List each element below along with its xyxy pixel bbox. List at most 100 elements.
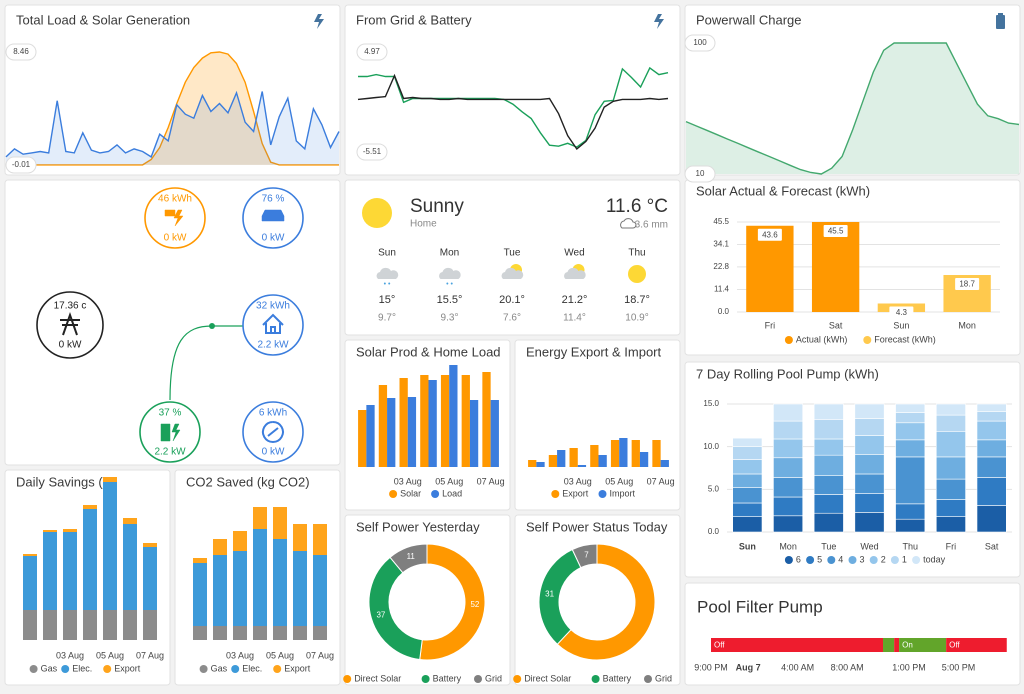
bar xyxy=(528,460,537,467)
forecast-day: Sun xyxy=(378,248,396,259)
bar xyxy=(23,556,37,610)
bar xyxy=(143,547,157,610)
cloud-icon xyxy=(376,267,399,279)
forecast-high: 18.7° xyxy=(624,294,650,306)
bar xyxy=(293,551,307,626)
x-tick-label: 5:00 PM xyxy=(942,662,976,672)
bar xyxy=(420,375,429,467)
bar xyxy=(895,518,926,533)
y-tick-label: -5.51 xyxy=(363,147,382,156)
x-tick-label: Mon xyxy=(779,541,797,551)
bar xyxy=(854,435,885,455)
bar xyxy=(293,524,307,551)
bar xyxy=(313,555,327,626)
bar xyxy=(233,626,247,640)
legend-swatch xyxy=(474,675,482,683)
bar xyxy=(732,437,763,447)
legend-swatch xyxy=(591,675,600,683)
battery-icon xyxy=(998,13,1003,16)
tick-pill xyxy=(356,43,388,61)
bar xyxy=(935,499,966,517)
bar xyxy=(895,503,926,520)
flow-node-top: 32 kWh xyxy=(256,301,290,312)
legend-label: Elec. xyxy=(242,663,262,673)
bar xyxy=(482,372,491,467)
legend-label: Battery xyxy=(433,673,462,683)
value-label-box xyxy=(889,306,914,319)
card-title: Self Power Status Today xyxy=(526,519,668,534)
bar xyxy=(548,455,558,467)
card xyxy=(514,339,681,511)
card-title: 7 Day Rolling Pool Pump (kWh) xyxy=(696,366,879,381)
bar xyxy=(213,555,227,626)
value-label: 4.3 xyxy=(896,308,908,317)
flow-node-power: 0 kW xyxy=(59,340,82,351)
weather-location: Home xyxy=(410,219,437,230)
legend-swatch xyxy=(513,675,522,683)
x-tick-label: 07 Aug xyxy=(647,476,675,486)
legend-label: Load xyxy=(442,488,462,498)
bar xyxy=(273,626,287,640)
bar xyxy=(23,610,37,640)
bolt-icon xyxy=(314,14,324,29)
bar xyxy=(569,448,578,467)
legend-label: Elec. xyxy=(72,663,92,673)
x-tick-label: Fri xyxy=(765,320,776,330)
flow-node-power: 2.2 kW xyxy=(257,340,289,351)
x-tick-label: 07 Aug xyxy=(477,476,505,486)
legend-swatch xyxy=(273,665,282,673)
donut-slice xyxy=(389,543,428,574)
x-tick-label: Mon xyxy=(958,320,976,330)
cloud-icon xyxy=(564,267,586,279)
bar xyxy=(23,554,37,556)
bar xyxy=(854,473,885,494)
bar xyxy=(378,385,388,467)
weather-temperature: 11.6 °C xyxy=(606,196,668,217)
legend-label: 1 xyxy=(902,554,907,564)
legend-swatch xyxy=(869,556,878,564)
x-tick-label: 03 Aug xyxy=(394,476,422,486)
bar xyxy=(123,610,137,640)
bar xyxy=(732,516,763,533)
bar xyxy=(557,450,566,467)
bar xyxy=(313,524,327,555)
bar xyxy=(976,456,1007,478)
forecast-low: 7.6° xyxy=(503,313,521,324)
bar xyxy=(399,378,408,467)
bar xyxy=(631,440,640,467)
forecast-low: 9.7° xyxy=(378,313,396,324)
cloud-icon xyxy=(501,267,524,279)
bar xyxy=(143,543,157,547)
bar xyxy=(63,532,77,610)
timeline-segment xyxy=(899,638,947,652)
forecast-high: 21.2° xyxy=(562,294,588,306)
bar xyxy=(358,410,367,467)
forecast-day: Wed xyxy=(564,248,584,259)
card-title: Self Power Yesterday xyxy=(356,519,480,534)
bar xyxy=(854,418,885,436)
legend-swatch xyxy=(343,675,352,683)
bar xyxy=(193,626,207,640)
flow-node-top: 6 kWh xyxy=(259,408,287,419)
bar xyxy=(83,610,97,640)
sun-icon xyxy=(362,198,392,228)
value-label: 43.6 xyxy=(762,230,778,239)
flow-node-top: 37 % xyxy=(159,408,182,419)
bar xyxy=(273,539,287,626)
card-title: Solar Actual & Forecast (kWh) xyxy=(696,183,870,198)
card xyxy=(4,179,341,466)
y-tick-label: 45.5 xyxy=(713,217,729,226)
legend-label: Import xyxy=(610,488,636,498)
legend-label: 5 xyxy=(817,554,822,564)
card-title: From Grid & Battery xyxy=(356,12,472,27)
bar xyxy=(63,610,77,640)
bar xyxy=(536,462,545,467)
card-title: Total Load & Solar Generation xyxy=(16,12,190,27)
legend-swatch xyxy=(644,675,652,683)
y-tick-label: 34.1 xyxy=(713,240,729,249)
bar xyxy=(253,529,267,626)
bar xyxy=(610,440,620,467)
x-tick-label: Fri xyxy=(946,541,957,551)
weather-precipitation: 3.6 mm xyxy=(635,220,668,231)
donut-slice xyxy=(419,543,486,661)
